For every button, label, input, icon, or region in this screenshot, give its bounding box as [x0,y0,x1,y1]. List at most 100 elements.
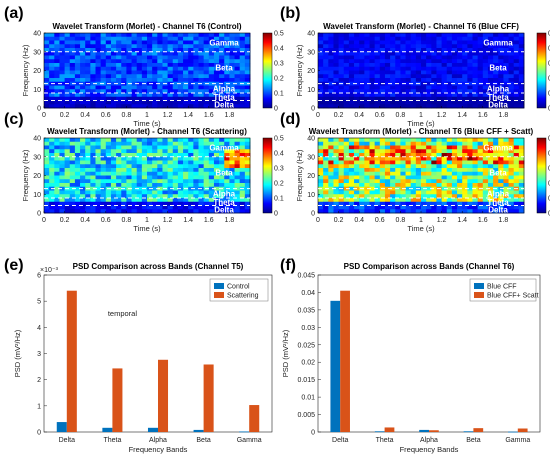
x-tick-label: 1.2 [437,217,447,224]
heatmap-cell [390,70,396,75]
heatmap-cell [69,164,76,169]
heatmap-cell [167,194,174,199]
heatmap-cell [348,175,355,180]
heatmap-cell [451,70,458,75]
heatmap-cell [323,149,329,154]
heatmap-cell [410,145,417,150]
heatmap-cell [343,175,350,180]
heatmap-cell [405,70,412,75]
heatmap-cell [493,141,499,146]
heatmap-cell [162,168,168,173]
heatmap-cell [359,183,365,188]
heatmap-cell [487,160,494,165]
heatmap-cell [467,138,473,143]
heatmap-cell [467,78,473,83]
heatmap-cell [126,171,132,176]
heatmap-cell [219,70,225,75]
heatmap-cell [348,33,355,38]
heatmap-cell [390,183,396,188]
heatmap-cell [451,138,458,143]
x-axis-label: Frequency Bands [400,445,459,454]
heatmap-cell [147,66,153,71]
heatmap-cell [333,93,339,98]
heatmap-cell [64,40,71,45]
heatmap-cell [431,186,437,191]
heatmap-cell [508,171,515,176]
bar-scattering [249,405,260,432]
heatmap-cell [147,93,153,98]
heatmap-cell [64,96,71,101]
heatmap-cell [188,70,194,75]
heatmap-cell [80,164,86,169]
heatmap-cell [126,149,132,154]
heatmap-cell [131,85,138,90]
heatmap-cell [354,66,360,71]
heatmap-cell [198,205,205,210]
heatmap-cell [374,63,381,68]
x-tick-label: Gamma [505,437,530,444]
heatmap-cell [487,183,494,188]
heatmap-cell [152,156,158,161]
heatmap-cell [415,85,422,90]
heatmap-cell [69,33,76,38]
heatmap-cell [224,51,230,56]
heatmap-cell [338,48,345,53]
heatmap-cell [426,171,432,176]
heatmap-cell [224,63,230,68]
heatmap-cell [426,63,432,68]
heatmap-cell [431,145,437,150]
heatmap-cell [74,198,81,203]
heatmap-cell [69,104,76,109]
heatmap-cell [477,183,484,188]
heatmap-cell [141,205,148,210]
heatmap-cell [359,194,365,199]
y-tick-label: 20 [307,68,315,75]
heatmap-cell [219,59,225,64]
heatmap-cell [400,51,406,56]
heatmap-cell [493,85,499,90]
heatmap-cell [64,93,71,98]
heatmap-cell [441,198,448,203]
heatmap-cell [374,175,381,180]
heatmap-cell [354,85,360,90]
heatmap-cell [183,63,189,68]
heatmap-cell [493,171,499,176]
heatmap-cell [198,171,205,176]
heatmap-cell [369,201,376,206]
heatmap-cell [157,96,163,101]
heatmap-cell [400,168,406,173]
heatmap-cell [364,100,370,105]
heatmap-cell [183,171,189,176]
heatmap-cell [333,141,339,146]
heatmap-cell [44,194,50,199]
heatmap-cell [441,160,448,165]
heatmap-cell [467,55,473,60]
heatmap-cell [343,141,350,146]
heatmap-cell [384,156,391,161]
heatmap-cell [462,145,468,150]
heatmap-cell [369,198,376,203]
heatmap-cell [508,194,515,199]
heatmap-cell [348,96,355,101]
heatmap-cell [141,51,148,56]
heatmap-cell [80,85,86,90]
heatmap-cell [410,138,417,143]
x-tick-label: Delta [332,437,348,444]
heatmap-cell [338,141,345,146]
heatmap-cell [410,96,417,101]
heatmap-cell [183,190,189,195]
heatmap-cell [374,138,381,143]
heatmap-cell [54,40,60,45]
heatmap-cell [244,201,251,206]
heatmap-cell [229,59,235,64]
heatmap-cell [69,153,76,158]
heatmap-cell [54,93,60,98]
heatmap-cell [208,164,215,169]
heatmap-cell [177,74,184,79]
heatmap-cell [405,198,412,203]
heatmap-cell [198,175,205,180]
heatmap-cell [105,104,112,109]
heatmap-cell [323,93,329,98]
heatmap-cell [348,183,355,188]
heatmap-cell [493,183,499,188]
